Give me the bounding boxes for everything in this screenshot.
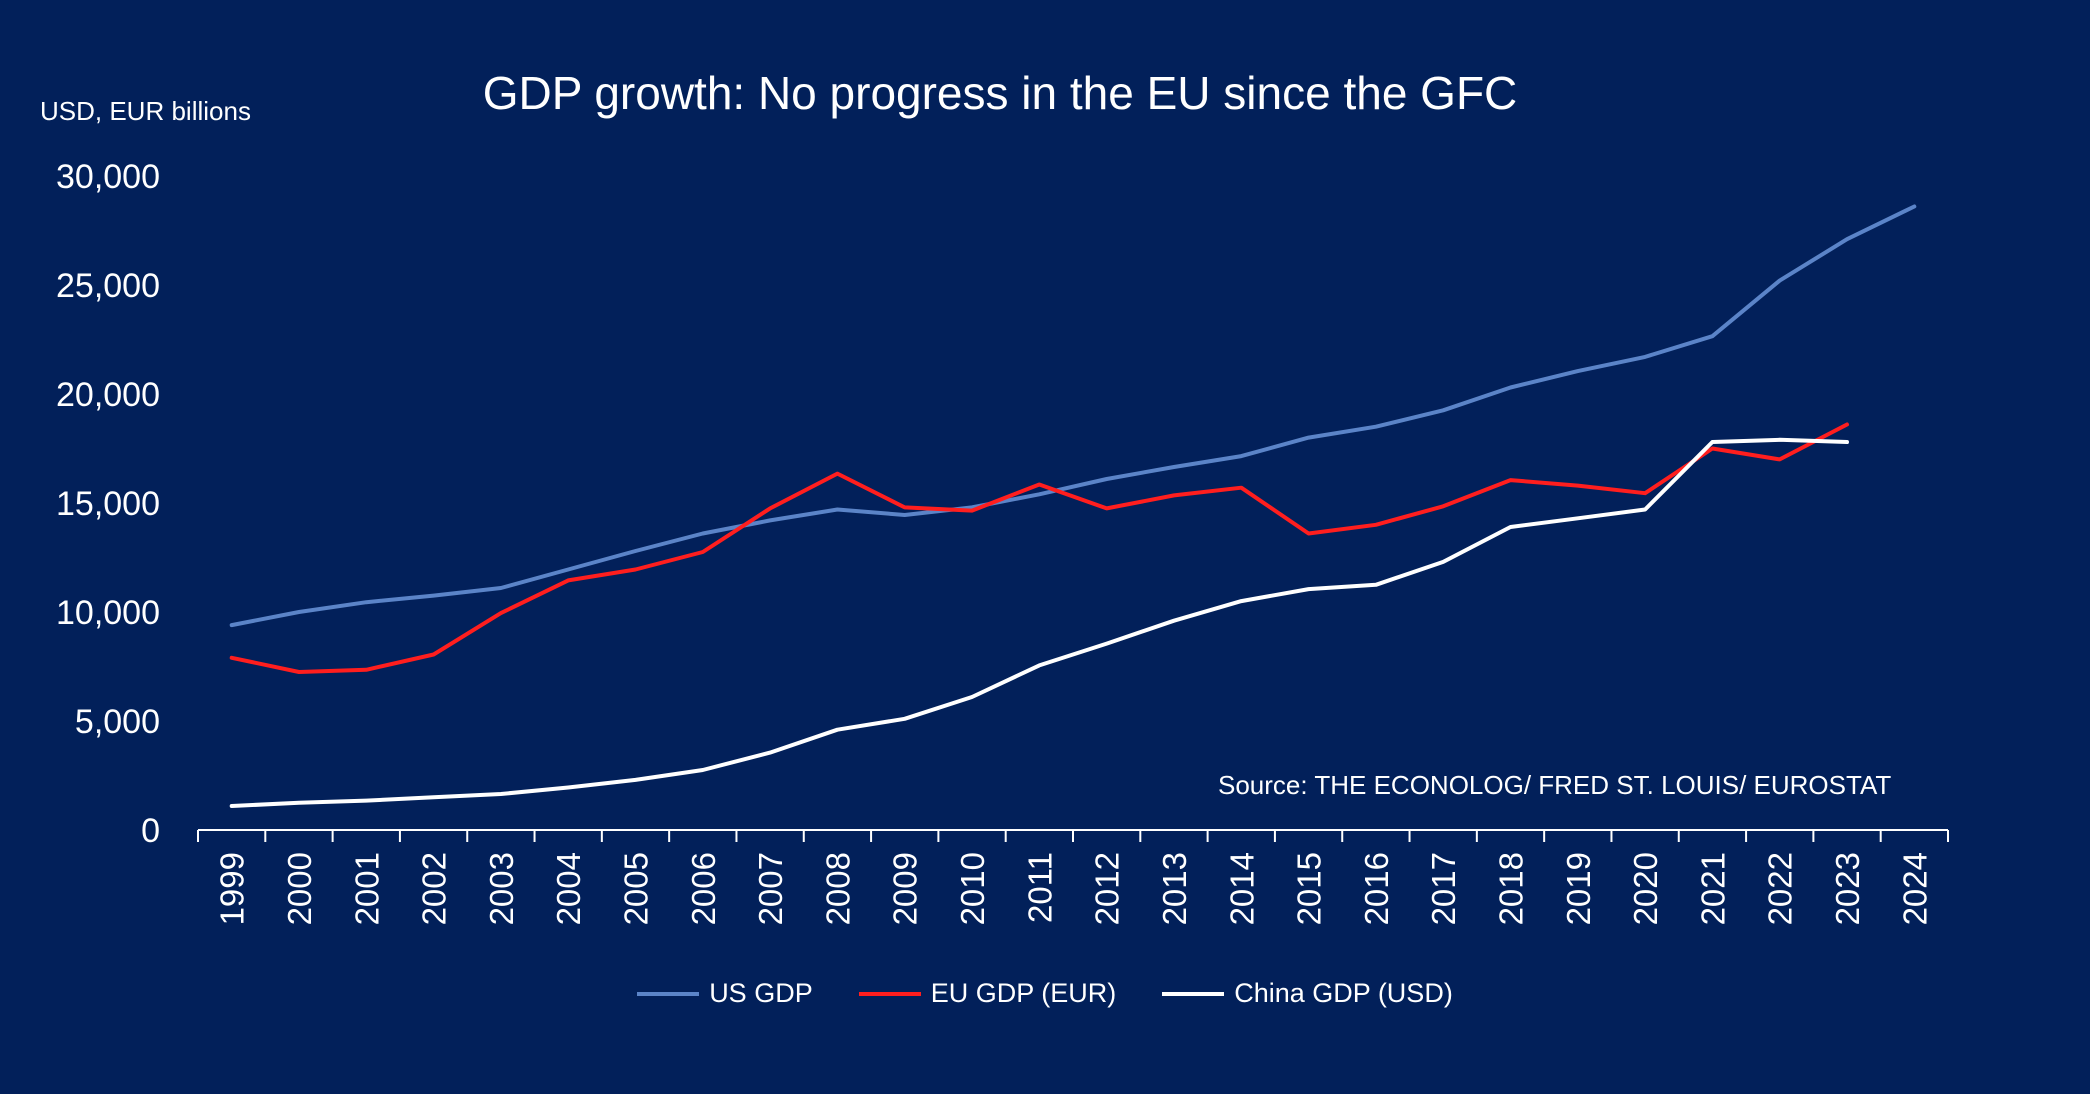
legend-label: China GDP (USD) [1234, 978, 1453, 1008]
y-tick-label: 30,000 [56, 158, 160, 196]
x-tick-label: 2002 [416, 852, 453, 925]
x-tick-label: 2023 [1829, 852, 1866, 925]
x-tick-label: 2010 [954, 852, 991, 925]
legend-swatch [858, 991, 921, 996]
x-tick-label: 2016 [1358, 852, 1395, 925]
x-tick-label: 2011 [1021, 852, 1058, 923]
x-tick-label: 2018 [1493, 852, 1530, 925]
series-line-1 [229, 422, 1849, 674]
source-note: Source: THE ECONOLOG/ FRED ST. LOUIS/ EU… [1218, 770, 1892, 800]
legend-label: US GDP [709, 978, 813, 1008]
y-tick-label: 15,000 [56, 485, 160, 523]
x-tick-label: 2021 [1694, 852, 1731, 925]
x-tick-label: 2006 [685, 852, 722, 925]
y-tick-label: 20,000 [56, 376, 160, 414]
legend-item: US GDP [637, 978, 813, 1009]
x-tick-label: 2024 [1896, 852, 1933, 925]
x-tick-label: 2012 [1089, 852, 1126, 925]
x-tick-label: 2008 [819, 852, 856, 925]
x-tick-label: 2009 [887, 852, 924, 925]
y-tick-label: 25,000 [56, 267, 160, 305]
x-tick-label: 2005 [618, 852, 655, 925]
series-line-0 [229, 204, 1917, 628]
y-tick-label: 0 [141, 812, 160, 850]
legend-label: EU GDP (EUR) [930, 978, 1117, 1008]
x-tick-label: 2020 [1627, 852, 1664, 925]
series-line-2 [229, 437, 1849, 808]
y-tick-label: 5,000 [75, 703, 160, 741]
x-tick-label: 2015 [1291, 852, 1328, 925]
x-tick-label: 1999 [214, 852, 251, 925]
x-tick-label: 2019 [1560, 852, 1597, 925]
y-axis-unit-label: USD, EUR billions [40, 96, 251, 126]
legend-swatch [1162, 991, 1225, 996]
x-tick-label: 2022 [1762, 852, 1799, 925]
x-tick-label: 2001 [348, 852, 385, 925]
legend-item: EU GDP (EUR) [858, 978, 1117, 1009]
x-tick-label: 2004 [550, 852, 587, 925]
legend-swatch [637, 991, 700, 996]
x-tick-label: 2000 [281, 852, 318, 925]
legend: US GDP EU GDP (EUR) China GDP (USD) [0, 978, 2090, 1009]
x-tick-label: 2013 [1156, 852, 1193, 925]
x-tick-label: 2017 [1425, 852, 1462, 925]
x-tick-label: 2007 [752, 852, 789, 925]
legend-item: China GDP (USD) [1162, 978, 1453, 1009]
x-tick-label: 2003 [483, 852, 520, 925]
x-tick-label: 2014 [1223, 852, 1260, 925]
y-tick-label: 10,000 [56, 594, 160, 632]
chart-title: GDP growth: No progress in the EU since … [482, 67, 1518, 119]
